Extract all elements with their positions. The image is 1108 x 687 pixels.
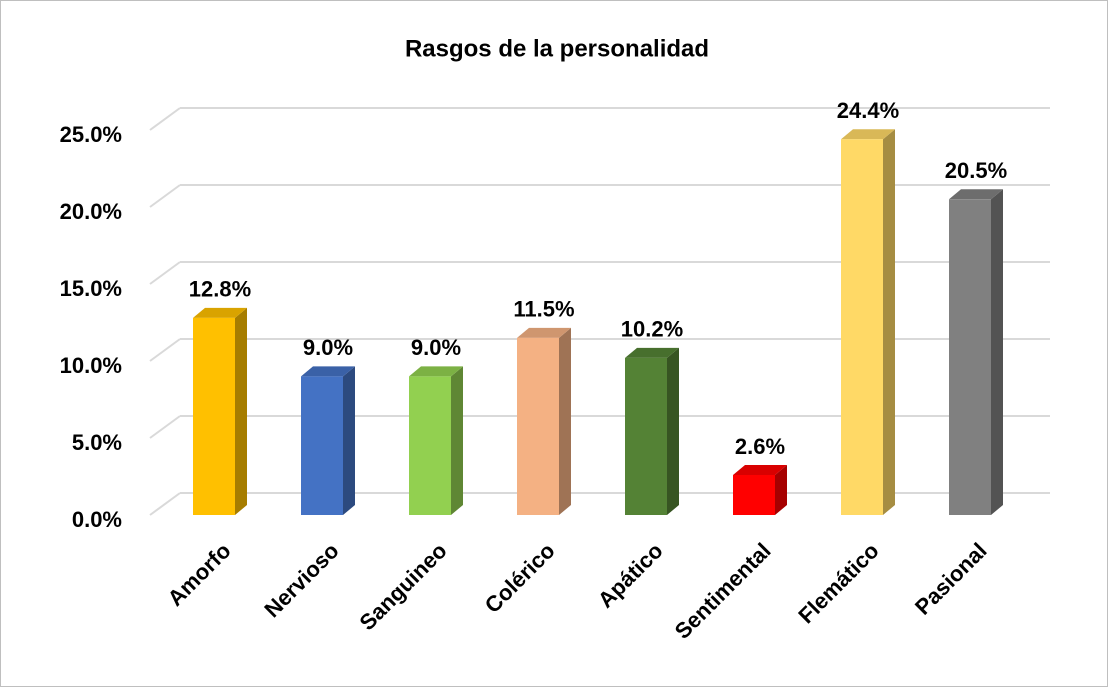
bar-side	[667, 347, 679, 515]
bar	[193, 317, 235, 515]
bar-side	[343, 366, 355, 515]
bar-top	[301, 366, 355, 377]
y-tick-label: 5.0%	[72, 430, 122, 455]
bar	[625, 357, 667, 515]
bar-side	[559, 327, 571, 515]
data-label: 24.4%	[837, 98, 899, 123]
data-label: 10.2%	[621, 317, 683, 342]
bar	[409, 376, 451, 515]
bar	[949, 199, 991, 516]
data-label: 9.0%	[303, 335, 353, 360]
data-label: 20.5%	[945, 158, 1007, 183]
data-label: 11.5%	[513, 297, 574, 322]
y-tick-label: 25.0%	[60, 122, 122, 147]
bar-top	[625, 347, 679, 358]
y-tick-label: 0.0%	[72, 507, 122, 532]
data-label: 12.8%	[189, 277, 251, 302]
bar-side	[451, 366, 463, 515]
bar	[841, 139, 883, 516]
bar	[301, 376, 343, 515]
bar-top	[517, 327, 571, 338]
bar-side	[883, 129, 895, 516]
grid-line-side	[149, 261, 181, 285]
bar-top	[949, 189, 1003, 200]
bar-side	[775, 464, 787, 515]
y-tick-label: 20.0%	[60, 199, 122, 224]
data-label: 9.0%	[411, 335, 461, 360]
grid-line-side	[149, 107, 181, 131]
grid-line-side	[149, 492, 181, 516]
chart-title: Rasgos de la personalidad	[405, 35, 709, 62]
bar-top	[733, 464, 787, 475]
bar	[733, 474, 775, 515]
data-label: 2.6%	[735, 434, 785, 459]
bar-top	[841, 129, 895, 140]
bar-top	[193, 307, 247, 318]
bar-side	[235, 307, 247, 515]
grid-line-side	[149, 184, 181, 208]
y-tick-label: 10.0%	[60, 353, 122, 378]
bar-top	[409, 366, 463, 377]
grid-line-side	[149, 415, 181, 439]
bar-side	[991, 189, 1003, 516]
y-tick-label: 15.0%	[60, 276, 122, 301]
bar	[517, 337, 559, 515]
grid-line-side	[149, 338, 181, 362]
